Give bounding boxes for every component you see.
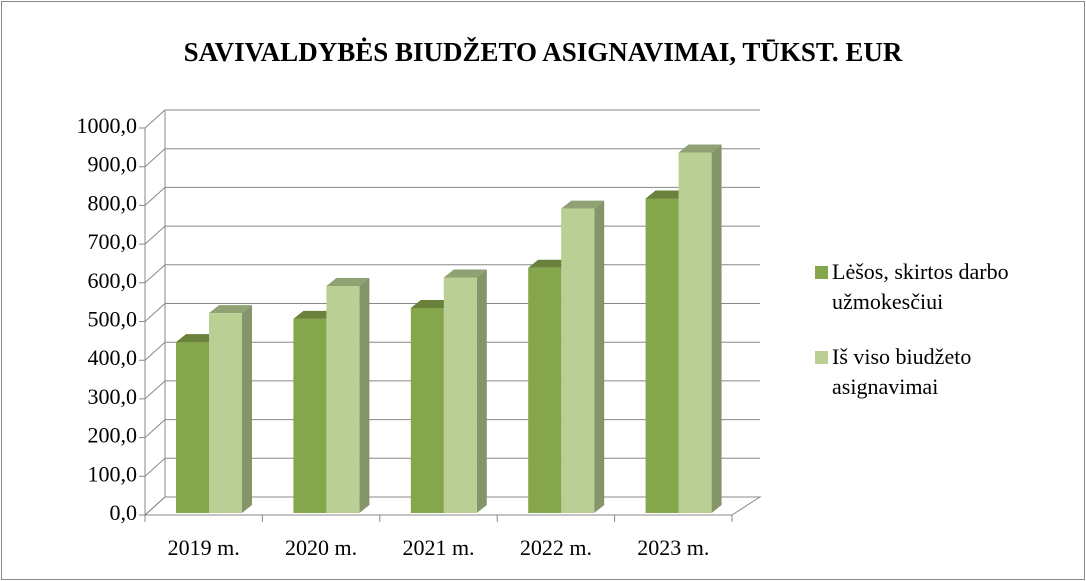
grid-line xyxy=(139,109,760,129)
grid-line xyxy=(139,225,760,245)
bar-side xyxy=(594,200,605,513)
grid-line xyxy=(139,186,760,206)
legend-label: Lėšos, skirtos darbo užmokesčiui xyxy=(832,259,1009,314)
bar-top xyxy=(678,144,722,153)
y-tick-label: 400,0 xyxy=(88,345,138,370)
legend-swatch xyxy=(815,266,828,279)
y-tick-label: 900,0 xyxy=(88,152,138,177)
bar xyxy=(561,200,605,513)
bar-side xyxy=(476,269,487,513)
y-tick-label: 100,0 xyxy=(88,461,138,486)
x-tick-label: 2019 m. xyxy=(168,535,240,560)
x-tick-label: 2023 m. xyxy=(637,535,709,560)
x-tick-label: 2021 m. xyxy=(402,535,474,560)
bar xyxy=(443,269,487,513)
bar-front xyxy=(443,277,477,513)
legend-label: Iš viso biudžeto asignavimai xyxy=(832,344,972,399)
grid-line xyxy=(139,148,760,168)
y-tick-label: 700,0 xyxy=(88,229,138,254)
bar-front xyxy=(293,318,327,513)
bar-front xyxy=(410,308,444,513)
bar-top xyxy=(293,310,337,319)
bar xyxy=(678,144,722,514)
bar-top xyxy=(410,300,454,309)
y-tick-label: 300,0 xyxy=(88,384,138,409)
bar xyxy=(209,305,252,513)
bar-top xyxy=(561,200,605,209)
bar-side xyxy=(242,305,252,513)
bar-front xyxy=(176,342,209,513)
y-tick-label: 200,0 xyxy=(88,423,138,448)
bar-side xyxy=(711,144,722,514)
bar-front xyxy=(209,313,242,513)
legend-swatch xyxy=(815,351,828,364)
bar-top xyxy=(443,269,487,278)
x-tick-label: 2022 m. xyxy=(520,535,592,560)
bar-top xyxy=(326,277,370,286)
bar-top xyxy=(209,305,252,314)
y-tick-label: 500,0 xyxy=(88,307,138,332)
x-tick-label: 2020 m. xyxy=(285,535,357,560)
bar-front xyxy=(678,152,712,514)
bar-front xyxy=(528,267,562,513)
bar-front xyxy=(645,198,679,513)
bar-front xyxy=(326,285,360,513)
bar-top xyxy=(528,259,572,268)
bar-front xyxy=(561,208,595,513)
bar-top xyxy=(645,190,689,199)
grid-line xyxy=(139,264,760,284)
chart-title: SAVIVALDYBĖS BIUDŽETO ASIGNAVIMAI, TŪKST… xyxy=(184,37,903,67)
y-tick-label: 0,0 xyxy=(110,500,138,525)
bar xyxy=(326,277,370,513)
y-tick-label: 1000,0 xyxy=(77,113,138,138)
y-tick-label: 600,0 xyxy=(88,268,138,293)
bar-top xyxy=(176,334,219,343)
bar-side xyxy=(359,277,370,513)
y-tick-label: 800,0 xyxy=(88,190,138,215)
